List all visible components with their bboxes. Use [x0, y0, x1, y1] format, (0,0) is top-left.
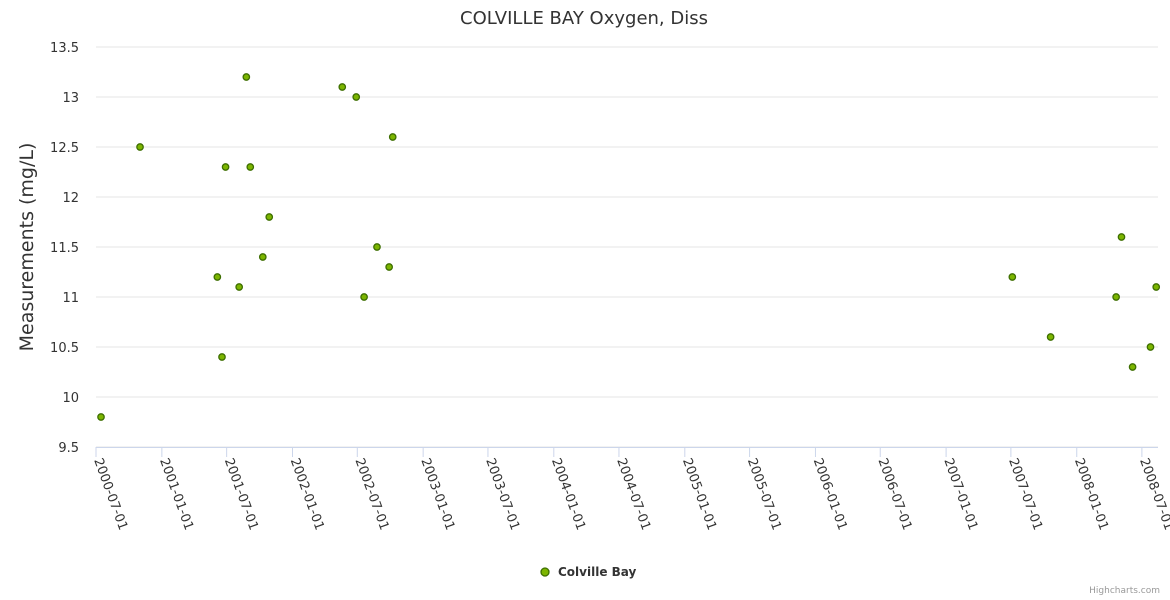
data-point[interactable] — [258, 253, 267, 261]
chart-title: COLVILLE BAY Oxygen, Diss — [460, 8, 708, 29]
data-point[interactable] — [352, 93, 361, 101]
y-tick-label: 10 — [62, 391, 79, 406]
data-point[interactable] — [265, 213, 274, 221]
y-axis-ticks: 9.5 10 10.5 11 11.5 12 12.5 13 13.5 — [50, 41, 79, 456]
y-axis-label: Measurements (mg/L) — [16, 143, 38, 352]
data-point[interactable] — [235, 283, 244, 291]
data-point[interactable] — [338, 83, 347, 91]
data-point[interactable] — [1117, 233, 1126, 241]
data-point[interactable] — [136, 143, 144, 151]
data-point[interactable] — [213, 273, 222, 281]
y-tick-label: 12 — [62, 191, 79, 206]
data-point[interactable] — [1152, 283, 1161, 291]
data-point[interactable] — [360, 293, 368, 301]
data-point[interactable] — [373, 243, 381, 251]
y-tick-label: 13.5 — [50, 41, 79, 56]
data-point[interactable] — [242, 73, 251, 81]
y-tick-label: 9.5 — [58, 441, 79, 456]
data-point[interactable] — [388, 133, 397, 141]
y-tick-label: 10.5 — [50, 341, 79, 356]
series-colville-bay[interactable] — [97, 73, 1161, 421]
legend-item-colville-bay[interactable]: Colville Bay — [558, 565, 637, 579]
data-point[interactable] — [1046, 333, 1055, 341]
data-point[interactable] — [97, 413, 105, 421]
data-point[interactable] — [1008, 273, 1017, 281]
legend[interactable]: Colville Bay — [540, 565, 637, 579]
y-tick-label: 11 — [62, 291, 79, 306]
data-point[interactable] — [1146, 343, 1155, 351]
y-tick-label: 13 — [62, 91, 79, 106]
credits-link[interactable]: Highcharts.com — [1089, 586, 1160, 596]
y-tick-label: 12.5 — [50, 141, 79, 156]
y-tick-label: 11.5 — [50, 241, 79, 256]
data-point[interactable] — [1128, 363, 1137, 371]
data-point[interactable] — [218, 353, 226, 361]
data-point[interactable] — [1112, 293, 1120, 301]
data-point[interactable] — [246, 163, 255, 171]
legend-marker[interactable] — [540, 567, 550, 577]
data-point[interactable] — [385, 263, 394, 271]
data-point[interactable] — [221, 163, 230, 171]
